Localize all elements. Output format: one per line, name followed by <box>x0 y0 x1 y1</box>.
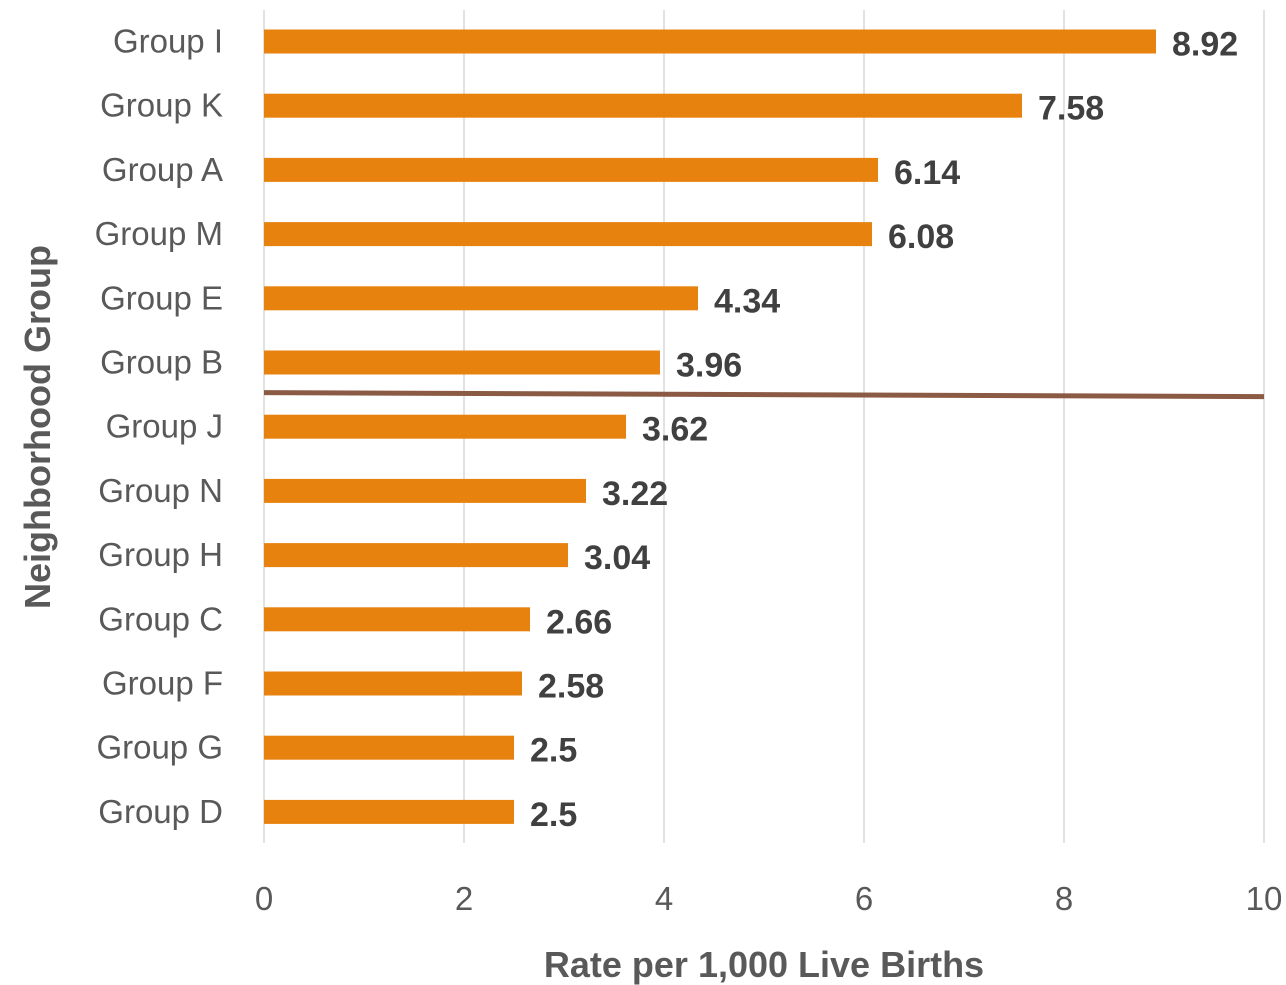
bar <box>264 350 660 375</box>
data-label: 4.34 <box>714 282 780 320</box>
data-label: 3.62 <box>642 411 708 449</box>
category-label: Group M <box>95 215 223 252</box>
data-label: 3.96 <box>676 347 742 385</box>
category-label: Group B <box>100 344 223 381</box>
bar <box>264 286 698 311</box>
data-label: 2.5 <box>530 796 577 834</box>
category-label: Group C <box>98 600 223 637</box>
bars <box>264 29 1156 824</box>
bar <box>264 543 568 568</box>
data-label: 3.04 <box>584 539 650 577</box>
bar <box>264 222 872 247</box>
data-label: 3.22 <box>602 475 668 513</box>
bar <box>264 607 530 632</box>
x-tick-label: 6 <box>855 880 873 917</box>
x-tick-label: 10 <box>1246 880 1283 917</box>
category-label: Group A <box>102 151 223 188</box>
data-label: 2.5 <box>530 732 577 770</box>
bar <box>264 478 586 503</box>
data-label: 2.58 <box>538 668 604 706</box>
bar <box>264 799 514 824</box>
bar <box>264 157 878 182</box>
reference-line <box>263 390 1265 400</box>
data-label: 6.08 <box>888 218 954 256</box>
data-label: 8.92 <box>1172 26 1238 64</box>
labels: 0 2 4 6 8 10 Group I 8.92 Group K 7.58 Group A 6.14… <box>95 23 1283 918</box>
bar <box>264 93 1022 118</box>
data-label: 7.58 <box>1038 90 1104 128</box>
reference-line-group <box>263 390 1265 400</box>
y-axis-title: Neighborhood Group <box>17 245 58 609</box>
x-tick-label: 4 <box>655 880 673 917</box>
category-label: Group K <box>100 87 223 124</box>
x-tick-label: 2 <box>455 880 473 917</box>
category-label: Group J <box>106 408 223 445</box>
category-label: Group H <box>98 536 223 573</box>
bar <box>264 671 522 696</box>
bar <box>264 414 626 439</box>
gridlines <box>263 10 1265 843</box>
data-label: 2.66 <box>546 603 612 641</box>
category-label: Group N <box>98 472 223 509</box>
x-tick-label: 0 <box>255 880 273 917</box>
category-label: Group F <box>102 665 223 702</box>
category-label: Group D <box>98 793 223 830</box>
category-label: Group E <box>100 279 223 316</box>
category-label: Group G <box>96 729 223 766</box>
bar <box>264 735 514 760</box>
x-tick-label: 8 <box>1055 880 1073 917</box>
category-label: Group I <box>113 23 223 60</box>
data-label: 6.14 <box>894 154 960 192</box>
x-axis-title: Rate per 1,000 Live Births <box>544 944 984 985</box>
bar <box>264 29 1156 54</box>
